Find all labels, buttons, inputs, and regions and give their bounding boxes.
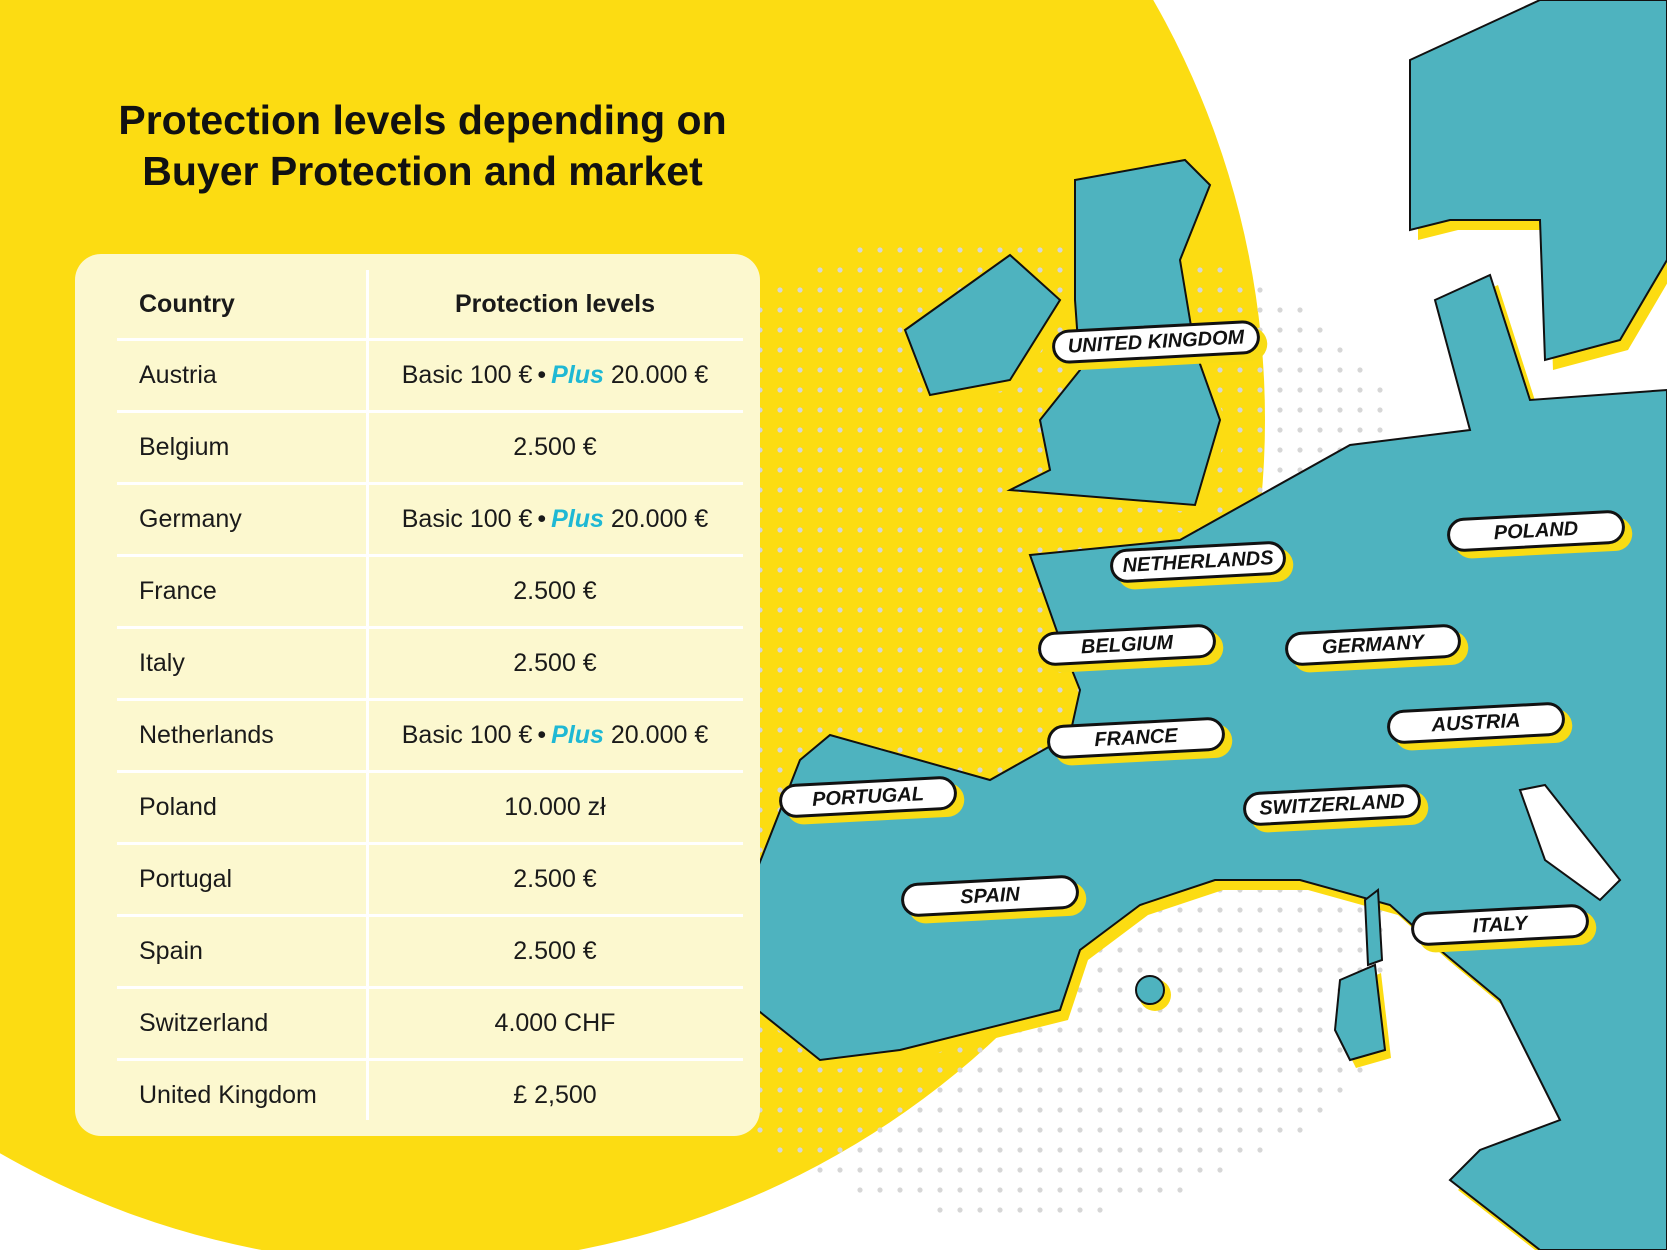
table-row: United Kingdom £ 2,500 (117, 1061, 743, 1130)
plus-label: Plus (551, 361, 604, 389)
table-row: Belgium 2.500 € (117, 413, 743, 485)
table-row: Portugal 2.500 € (117, 845, 743, 917)
country-cell: Italy (139, 649, 185, 677)
country-cell: Poland (139, 793, 217, 821)
level-cell: 2.500 € (513, 937, 597, 965)
header-country: Country (139, 289, 235, 318)
column-divider (366, 270, 369, 1120)
level-cell: 2.500 € (513, 649, 597, 677)
level-cell: 2.500 € (513, 433, 597, 461)
table-row: Italy 2.500 € (117, 629, 743, 701)
level-cell: 10.000 zł (504, 793, 606, 821)
country-cell: France (139, 577, 217, 605)
table-row: Austria Basic 100 € • Plus 20.000 € (117, 341, 743, 413)
protection-table: Country Protection levels Austria Basic … (117, 270, 743, 1130)
table-header-row: Country Protection levels (117, 270, 743, 341)
scandinavia-shape (1409, 0, 1667, 370)
table-row: Netherlands Basic 100 € • Plus 20.000 € (117, 701, 743, 773)
country-cell: Netherlands (139, 721, 274, 749)
islands (1135, 888, 1391, 1068)
plus-amount: 20.000 € (610, 505, 709, 533)
table-row: Poland 10.000 zł (117, 773, 743, 845)
country-cell: Portugal (139, 865, 233, 893)
plus-amount: 20.000 € (610, 361, 709, 389)
adriatic-gap (1518, 783, 1622, 902)
level-cell: 2.500 € (513, 577, 597, 605)
table-row: Spain 2.500 € (117, 917, 743, 989)
plus-label: Plus (551, 721, 604, 749)
country-cell: Spain (139, 937, 203, 965)
level-cell: 4.000 CHF (494, 1009, 616, 1037)
level-cell: Basic 100 € • Plus 20.000 € (367, 485, 743, 554)
mainland-europe-shape (744, 273, 1667, 1250)
level-cell: Basic 100 € • Plus 20.000 € (367, 341, 743, 410)
level-cell: £ 2,500 (513, 1081, 597, 1109)
basic-level: Basic 100 € (401, 721, 533, 749)
country-cell: Germany (139, 505, 242, 533)
header-protection-levels: Protection levels (454, 289, 656, 318)
separator: • (537, 505, 547, 533)
separator: • (537, 361, 547, 389)
basic-level: Basic 100 € (401, 361, 533, 389)
table-row: Switzerland 4.000 CHF (117, 989, 743, 1061)
country-cell: Belgium (139, 433, 230, 461)
basic-level: Basic 100 € (401, 505, 533, 533)
table-card (75, 254, 760, 1136)
country-cell: Switzerland (139, 1009, 269, 1037)
title-line-1: Protection levels depending on (118, 97, 727, 143)
table-row: France 2.500 € (117, 557, 743, 629)
title-line-2: Buyer Protection and market (142, 148, 703, 194)
level-cell: Basic 100 € • Plus 20.000 € (367, 701, 743, 770)
level-cell: 2.500 € (513, 865, 597, 893)
page-title: Protection levels depending on Buyer Pro… (80, 95, 765, 197)
separator: • (537, 721, 547, 749)
plus-amount: 20.000 € (610, 721, 709, 749)
plus-label: Plus (551, 505, 604, 533)
country-cell: Austria (139, 361, 217, 389)
table-row: Germany Basic 100 € • Plus 20.000 € (117, 485, 743, 557)
country-cell: United Kingdom (139, 1081, 317, 1109)
